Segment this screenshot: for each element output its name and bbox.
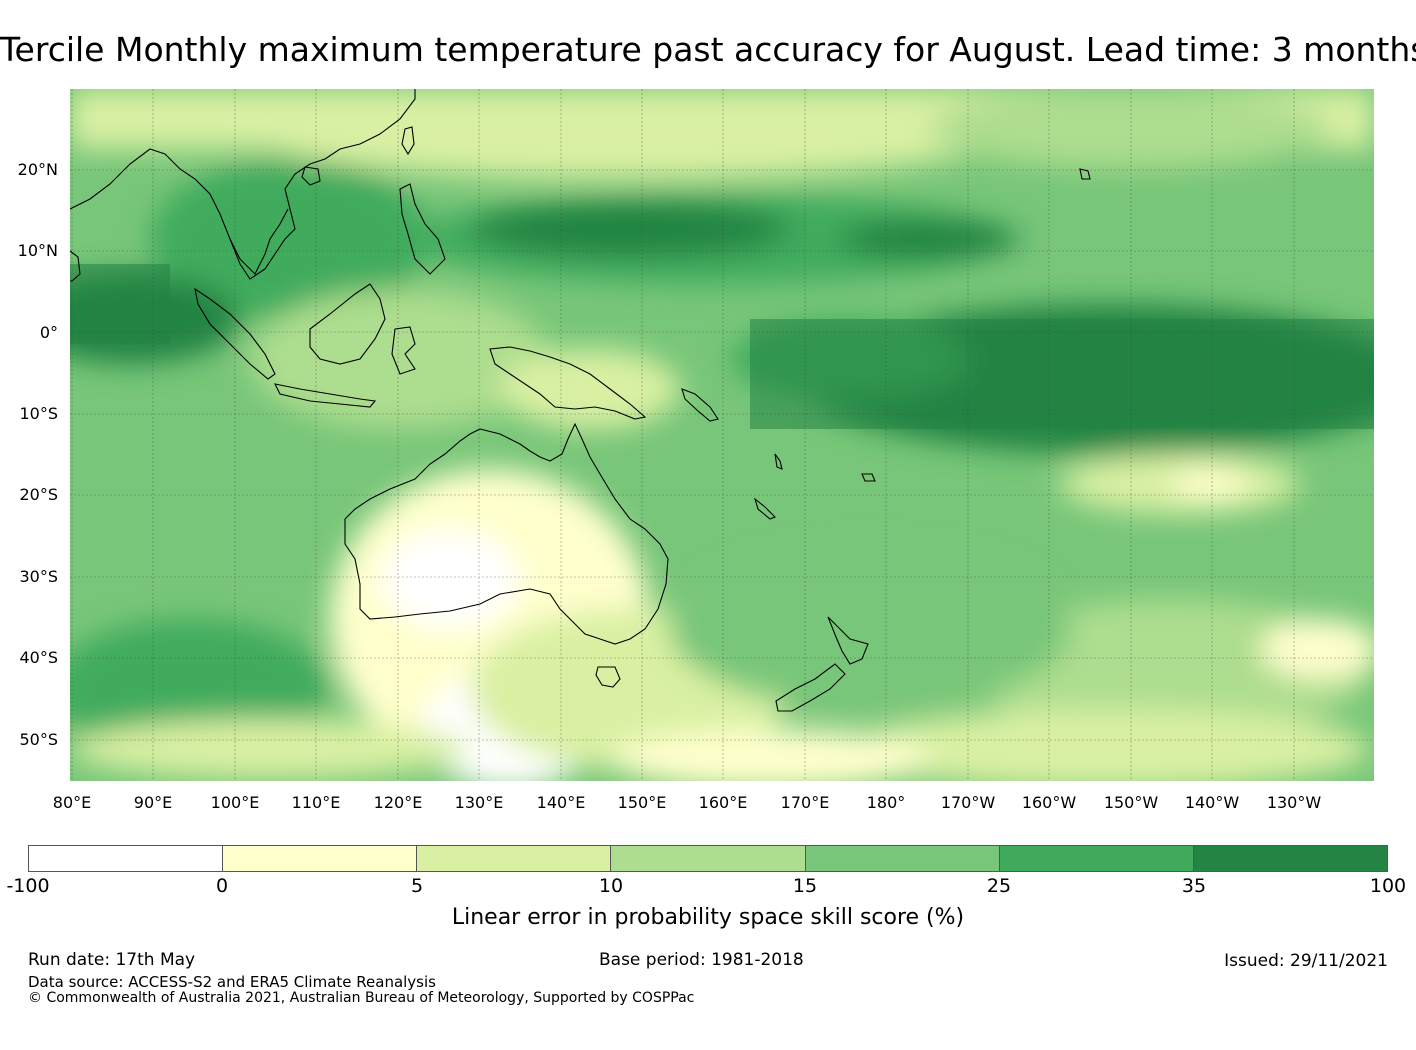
- colorbar-label: Linear error in probability space skill …: [451, 905, 965, 930]
- lon-label: 150°E: [617, 793, 667, 812]
- java-coastline: [274, 383, 377, 408]
- philippines-coastline: [399, 183, 446, 275]
- colorbar-segment: [1193, 846, 1387, 871]
- colorbar-tick-label: 100: [1369, 875, 1407, 897]
- vanuatu-coastline: [774, 453, 783, 470]
- new-zealand-north-coastline: [827, 616, 869, 665]
- colorbar-tick-label: 0: [215, 875, 229, 897]
- hainan-coastline: [301, 166, 321, 186]
- skill-field-shading: [70, 89, 1374, 781]
- lat-label: 30°S: [19, 567, 58, 586]
- skill-score-map: [70, 89, 1374, 781]
- colorbar-tick-label: 5: [410, 875, 424, 897]
- lon-label: 160°E: [698, 793, 748, 812]
- australia-coastline: [344, 422, 669, 645]
- sumatra-coastline: [194, 287, 276, 380]
- lon-label: 110°E: [291, 793, 341, 812]
- lat-label: 40°S: [19, 648, 58, 667]
- colorbar-tick-label: -100: [6, 875, 50, 897]
- borneo-coastline: [309, 283, 386, 365]
- coastlines: [70, 89, 1091, 712]
- lat-label: 50°S: [19, 730, 58, 749]
- sri-lanka-coastline: [70, 250, 81, 282]
- new-guinea-coastline: [489, 346, 647, 420]
- gridlines: [70, 89, 1374, 781]
- tasmania-coastline: [595, 666, 621, 688]
- run-date: Run date: 17th May: [28, 950, 196, 970]
- lat-label: 10°N: [17, 241, 58, 260]
- lon-label: 140°W: [1184, 793, 1240, 812]
- colorbar-segment: [29, 846, 224, 871]
- lon-label: 160°W: [1021, 793, 1077, 812]
- colorbar-tick-label: 35: [1181, 875, 1207, 897]
- lon-label: 120°E: [373, 793, 423, 812]
- colorbar: [28, 845, 1388, 872]
- copyright: © Commonwealth of Australia 2021, Austra…: [28, 990, 695, 1006]
- lon-label: 150°W: [1103, 793, 1159, 812]
- hawaii-coastline: [1079, 168, 1091, 180]
- base-period: Base period: 1981-2018: [599, 950, 804, 970]
- colorbar-tick-label: 25: [986, 875, 1012, 897]
- lon-label: 170°W: [940, 793, 996, 812]
- colorbar-segment: [999, 846, 1194, 871]
- indochina-coastline: [229, 208, 289, 275]
- indian-ocean-band: [70, 264, 170, 344]
- colorbar-segment: [611, 846, 806, 871]
- lat-label: 10°S: [19, 404, 58, 423]
- taiwan-coastline: [401, 126, 415, 156]
- sulawesi-coastline: [391, 326, 416, 375]
- fiji-coastline: [861, 473, 876, 482]
- lon-label: 130°E: [454, 793, 504, 812]
- new-zealand-south-coastline: [775, 663, 846, 712]
- asia-mainland-coastline: [70, 89, 416, 280]
- new-caledonia-coastline: [753, 497, 776, 520]
- solomon-islands-coastline: [681, 388, 719, 422]
- colorbar-segment: [417, 846, 612, 871]
- colorbar-tick-label: 15: [792, 875, 818, 897]
- lon-label: 140°E: [536, 793, 586, 812]
- lon-label: 80°E: [52, 793, 92, 812]
- colorbar-segment: [223, 846, 418, 871]
- lon-label: 180°: [866, 793, 906, 812]
- issued-date: Issued: 29/11/2021: [1224, 951, 1388, 971]
- map-canvas: [70, 89, 1374, 781]
- colorbar-segment: [805, 846, 1000, 871]
- data-source: Data source: ACCESS-S2 and ERA5 Climate …: [28, 973, 436, 991]
- equatorial-band: [750, 319, 1374, 429]
- lat-label: 20°N: [17, 160, 58, 179]
- lat-label: 0°: [39, 323, 58, 342]
- lat-label: 20°S: [19, 485, 58, 504]
- map-title: Tercile Monthly maximum temperature past…: [0, 30, 1416, 69]
- lon-label: 90°E: [133, 793, 173, 812]
- lon-label: 170°E: [780, 793, 830, 812]
- lon-label: 100°E: [210, 793, 260, 812]
- colorbar-tick-label: 10: [598, 875, 624, 897]
- lon-label: 130°W: [1266, 793, 1322, 812]
